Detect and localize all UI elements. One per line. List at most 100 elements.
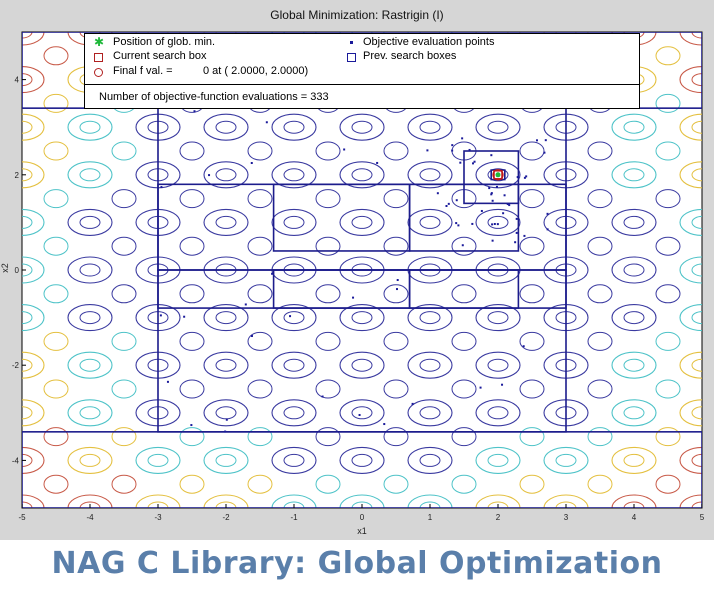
contour-ring	[22, 113, 45, 141]
evaluation-point	[523, 176, 526, 179]
contour-ring	[623, 120, 645, 134]
contour-ring	[79, 406, 101, 420]
legend-eval-points: Objective evaluation points	[363, 36, 495, 48]
contour-ring	[384, 0, 408, 17]
contour-ring	[407, 113, 453, 141]
contour-ring	[383, 284, 409, 304]
contour-ring	[79, 168, 101, 182]
contour-ring	[179, 379, 205, 399]
contour-ring	[587, 189, 613, 209]
contour-ring	[655, 284, 681, 304]
contour-ring	[215, 120, 237, 134]
evaluation-point	[468, 148, 471, 151]
contour-ring	[247, 331, 273, 351]
contour-ring	[43, 427, 69, 447]
evaluation-point	[479, 386, 482, 389]
global-min-star	[495, 172, 501, 178]
contour-ring	[215, 168, 237, 182]
contour-ring	[611, 113, 657, 141]
contour-ring	[623, 358, 645, 372]
contour-ring	[79, 453, 101, 467]
evaluation-point	[159, 314, 162, 317]
contour-ring	[519, 474, 545, 494]
contour-ring	[611, 256, 657, 284]
contour-ring	[203, 208, 249, 236]
contour-ring	[43, 46, 69, 66]
contour-ring	[283, 406, 305, 420]
x-tick-label: 3	[564, 513, 569, 522]
contour-ring	[475, 208, 521, 236]
figure-window: Global Minimization: Rastrigin (I) -5 -4-…	[0, 0, 714, 540]
contour-ring	[315, 284, 341, 304]
contour-ring	[22, 263, 33, 277]
legend-divider	[85, 84, 639, 85]
contour-ring	[203, 113, 249, 141]
evaluation-point	[461, 244, 464, 247]
evaluation-point	[491, 199, 494, 202]
evaluation-point	[515, 217, 518, 220]
contour-ring	[655, 46, 681, 66]
evaluation-point	[244, 303, 247, 306]
contour-ring	[43, 379, 69, 399]
contour-ring	[475, 113, 521, 141]
contour-ring	[419, 358, 441, 372]
contour-ring	[543, 494, 589, 508]
contour-ring	[407, 304, 453, 332]
contour-ring	[679, 304, 702, 332]
contour-ring	[79, 501, 101, 508]
contour-ring	[79, 215, 101, 229]
x-tick-label: -2	[222, 513, 230, 522]
legend-glob-min: Position of glob. min.	[113, 36, 216, 48]
contour-ring	[451, 474, 477, 494]
contour-ring	[247, 474, 273, 494]
contour-ring	[691, 263, 702, 277]
evaluation-point	[265, 121, 268, 124]
contour-ring	[247, 189, 273, 209]
evaluation-point	[358, 413, 361, 416]
legend-evaluations: Number of objective-function evaluations…	[99, 91, 329, 103]
contour-ring	[519, 379, 545, 399]
contour-ring	[623, 406, 645, 420]
contour-ring	[383, 379, 409, 399]
contour-ring	[383, 331, 409, 351]
contour-ring	[383, 427, 409, 447]
contour-ring	[283, 311, 305, 325]
contour-ring	[283, 501, 305, 508]
contour-ring	[351, 453, 373, 467]
contour-ring	[679, 351, 702, 379]
evaluation-point	[411, 402, 414, 405]
contour-ring	[611, 494, 657, 508]
contour-ring	[111, 141, 137, 161]
evaluation-point	[321, 395, 324, 398]
evaluation-point	[525, 175, 528, 178]
evaluation-point	[546, 228, 549, 231]
evaluation-point	[461, 137, 464, 140]
contour-ring	[283, 168, 305, 182]
contour-ring	[475, 304, 521, 332]
contour-ring	[451, 331, 477, 351]
contour-ring	[112, 0, 136, 17]
contour-ring	[691, 215, 702, 229]
contour-ring	[407, 161, 453, 189]
contour-ring	[487, 453, 509, 467]
contour-ring	[22, 358, 33, 372]
contour-ring	[22, 66, 45, 94]
contour-ring	[111, 474, 137, 494]
contour-ring	[383, 141, 409, 161]
contour-ring	[315, 141, 341, 161]
contour-ring	[475, 446, 521, 474]
x-tick-label: 0	[360, 513, 365, 522]
evaluation-point	[250, 162, 253, 165]
contour-ring	[180, 0, 204, 17]
contour-ring	[179, 427, 205, 447]
y-tick-label: 4	[15, 76, 20, 85]
evaluation-point	[376, 161, 379, 164]
contour-ring	[691, 311, 702, 325]
contour-ring	[487, 406, 509, 420]
contour-ring	[271, 208, 317, 236]
contour-ring	[611, 161, 657, 189]
evaluation-point	[383, 423, 386, 426]
contour-ring	[487, 358, 509, 372]
contour-ring	[451, 236, 477, 256]
contour-ring	[283, 120, 305, 134]
